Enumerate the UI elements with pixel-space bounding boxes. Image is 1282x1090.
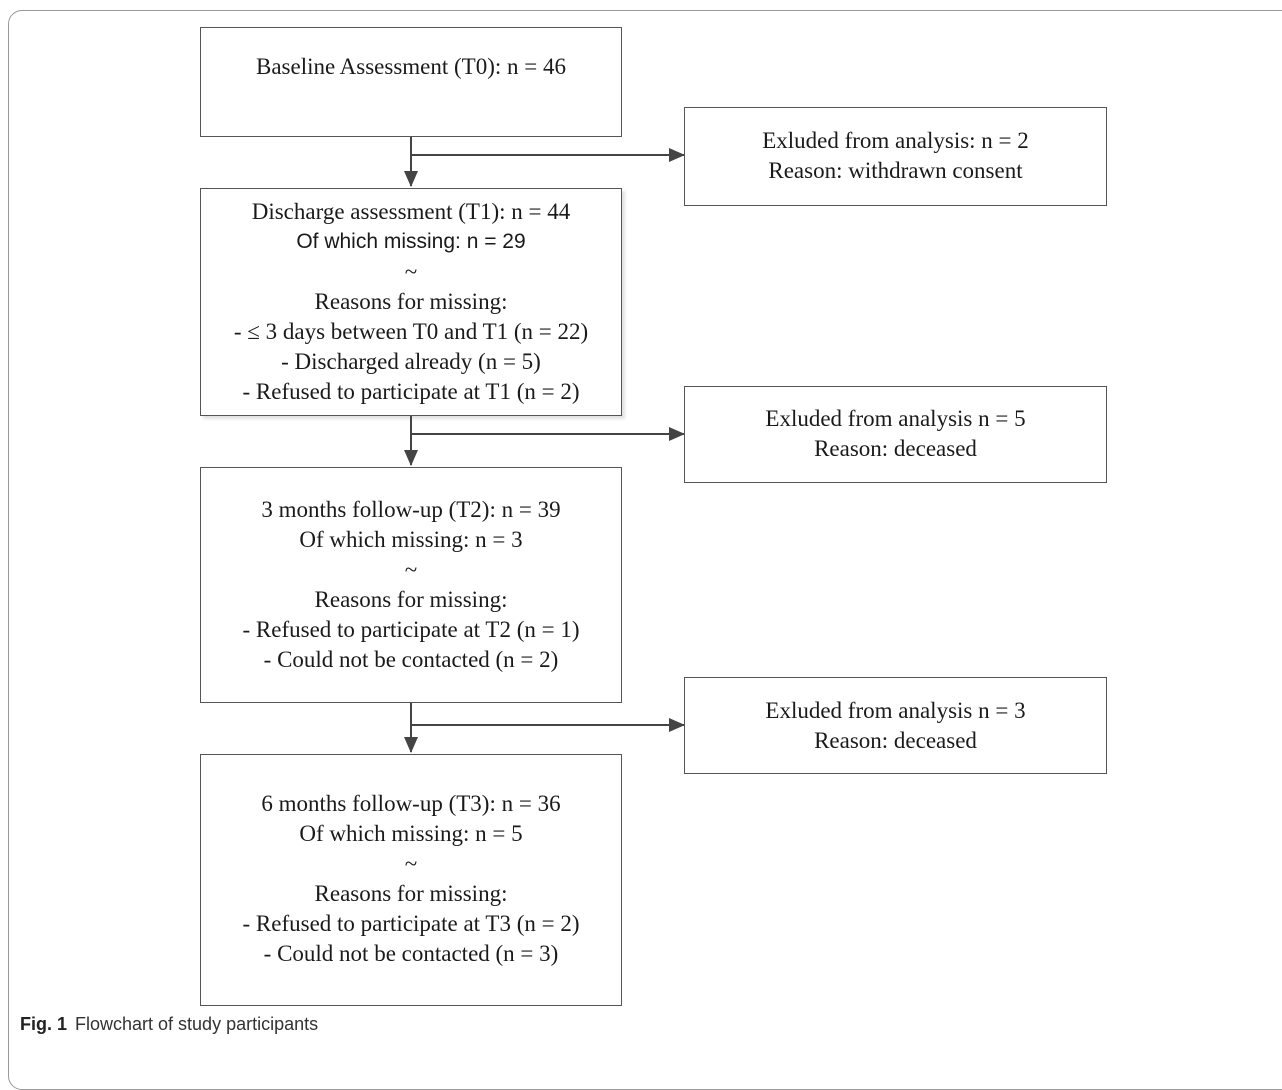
excluded-box-3: Exluded from analysis n = 3 Reason: dece…	[684, 677, 1107, 774]
followup-6m-reason-1: - Refused to participate at T3 (n = 2)	[242, 911, 580, 936]
followup-3m-box: 3 months follow-up (T2): n = 39 Of which…	[200, 467, 622, 703]
discharge-separator: ~	[404, 259, 418, 284]
discharge-missing: Of which missing: n = 29	[296, 230, 526, 253]
followup-3m-reasons-heading: Reasons for missing:	[314, 587, 508, 612]
followup-6m-separator: ~	[404, 851, 418, 876]
excluded-box-2: Exluded from analysis n = 5 Reason: dece…	[684, 386, 1107, 483]
discharge-reasons-heading: Reasons for missing:	[314, 289, 508, 314]
excluded-box-1: Exluded from analysis: n = 2 Reason: wit…	[684, 107, 1107, 206]
excluded-1-count: Exluded from analysis: n = 2	[762, 128, 1029, 153]
followup-6m-title: 6 months follow-up (T3): n = 36	[261, 791, 561, 816]
excluded-3-count: Exluded from analysis n = 3	[765, 698, 1026, 723]
followup-6m-reasons-heading: Reasons for missing:	[314, 881, 508, 906]
baseline-text: Baseline Assessment (T0): n = 46	[255, 54, 567, 79]
followup-3m-missing: Of which missing: n = 3	[299, 527, 523, 552]
followup-3m-reason-1: - Refused to participate at T2 (n = 1)	[242, 617, 580, 642]
excluded-2-reason: Reason: deceased	[814, 436, 977, 461]
followup-3m-title: 3 months follow-up (T2): n = 39	[261, 497, 561, 522]
discharge-title: Discharge assessment (T1): n = 44	[251, 199, 571, 224]
connector-arrows	[404, 137, 685, 753]
followup-6m-box: 6 months follow-up (T3): n = 36 Of which…	[200, 754, 622, 1006]
followup-3m-separator: ~	[404, 557, 418, 582]
followup-6m-missing: Of which missing: n = 5	[299, 821, 523, 846]
followup-3m-reason-2: - Could not be contacted (n = 2)	[263, 647, 559, 672]
excluded-2-count: Exluded from analysis n = 5	[765, 406, 1026, 431]
figure-label: Fig. 1	[20, 1014, 68, 1034]
figure-caption-text: Flowchart of study participants	[75, 1014, 319, 1034]
discharge-reason-3: - Refused to participate at T1 (n = 2)	[242, 379, 580, 404]
discharge-reason-1: - ≤ 3 days between T0 and T1 (n = 22)	[233, 319, 589, 344]
discharge-box: Discharge assessment (T1): n = 44 Of whi…	[200, 188, 622, 416]
figure-caption: Fig. 1 Flowchart of study participants	[20, 1014, 318, 1035]
excluded-3-reason: Reason: deceased	[814, 728, 977, 753]
baseline-box: Baseline Assessment (T0): n = 46	[200, 27, 622, 137]
followup-6m-reason-2: - Could not be contacted (n = 3)	[263, 941, 559, 966]
excluded-1-reason: Reason: withdrawn consent	[768, 158, 1023, 183]
discharge-reason-2: - Discharged already (n = 5)	[281, 349, 541, 374]
